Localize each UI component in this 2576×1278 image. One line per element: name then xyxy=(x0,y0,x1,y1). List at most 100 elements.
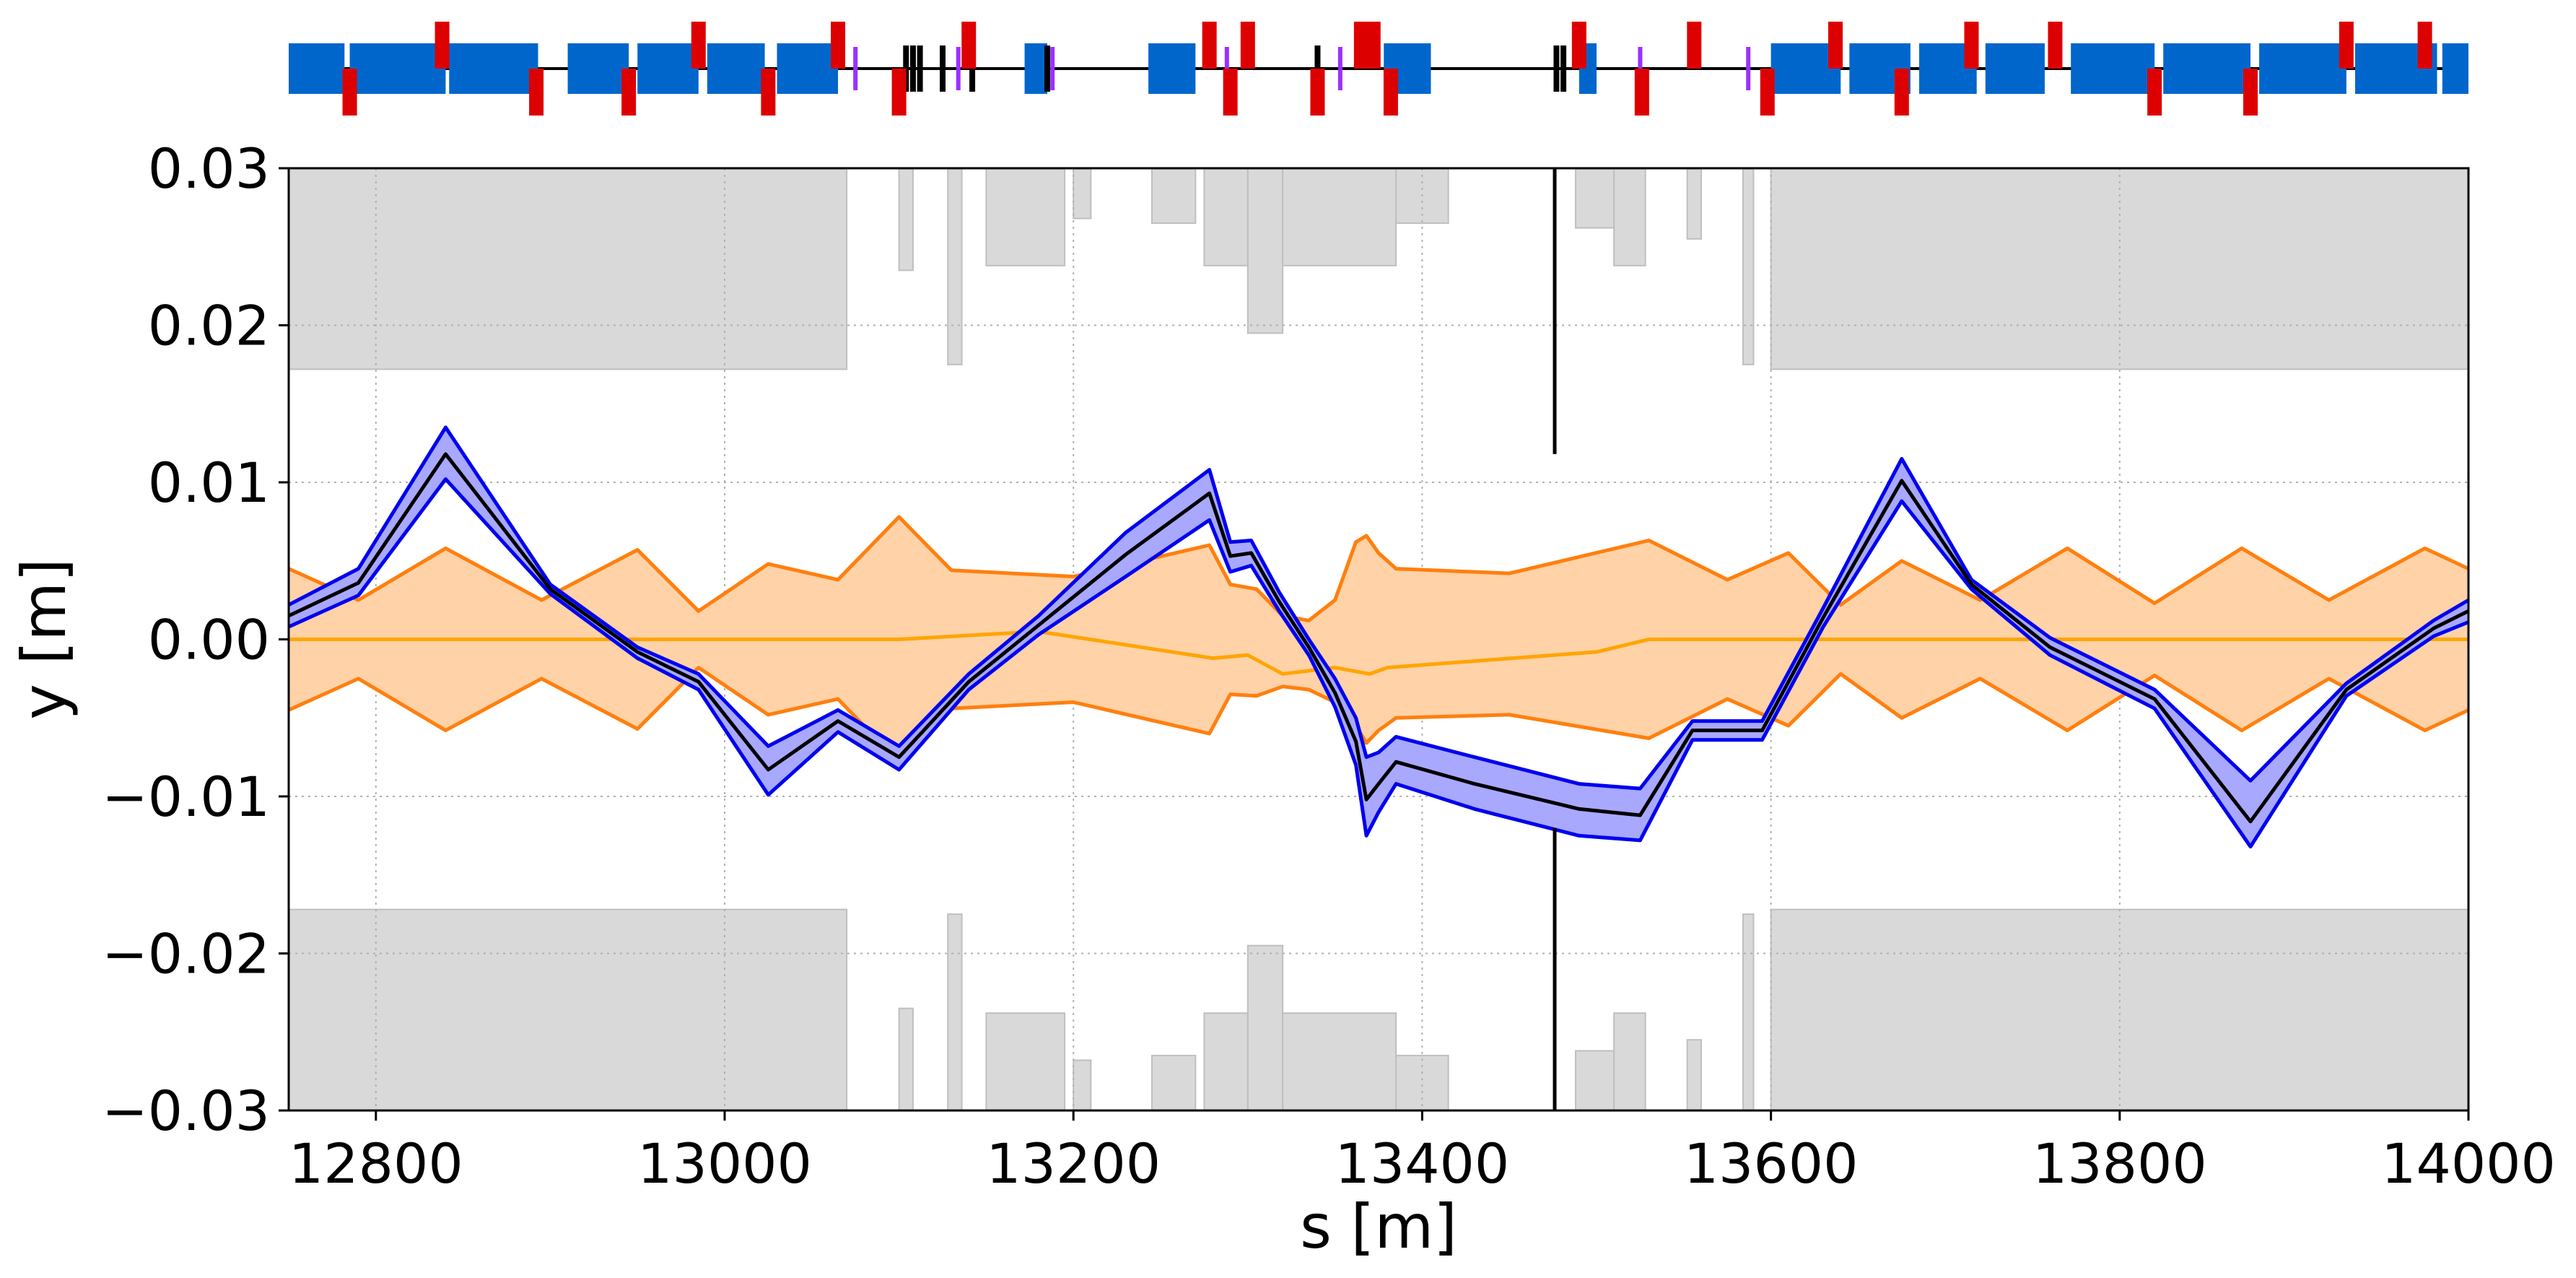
aperture-block-bottom xyxy=(1686,1039,1702,1111)
quadrupole-element xyxy=(1760,69,1775,116)
dipole-element xyxy=(1024,43,1047,94)
beam-center-line xyxy=(287,452,2470,824)
quadrupole-element xyxy=(1634,69,1649,116)
quadrupole-element xyxy=(1383,69,1398,116)
aperture-block-bottom xyxy=(1395,1054,1449,1111)
x-tick-label: 13000 xyxy=(637,1131,812,1196)
x-tick-label: 13800 xyxy=(2033,1131,2207,1196)
quadrupole-element xyxy=(1366,22,1381,69)
marker-element xyxy=(1560,45,1567,92)
beam-upper-line xyxy=(287,425,2470,791)
marker-element xyxy=(1553,45,1560,92)
x-axis-label: s [m] xyxy=(1300,1191,1457,1262)
quadrupole-element xyxy=(1687,22,1702,69)
x-tick-label: 13600 xyxy=(1684,1131,1859,1196)
aperture-block-bottom xyxy=(1613,1012,1646,1112)
aperture-block-bottom xyxy=(288,908,848,1111)
quadrupole-element xyxy=(691,22,706,69)
aperture-block-bottom xyxy=(1151,1054,1197,1111)
aperture-block-bottom xyxy=(985,1012,1066,1112)
lattice-strip xyxy=(289,22,2468,116)
sextupole-element xyxy=(1050,47,1055,90)
quadrupole-element xyxy=(1202,22,1217,69)
quadrupole-element xyxy=(2048,22,2063,69)
beam-band xyxy=(287,425,2470,849)
quadrupole-element xyxy=(1310,69,1325,116)
aperture-block-bottom xyxy=(1282,1012,1397,1112)
quadrupole-element xyxy=(1571,22,1586,69)
aperture-block-bottom xyxy=(898,1007,914,1111)
dipole-element xyxy=(1148,43,1196,94)
sextupole-element xyxy=(1746,47,1751,90)
x-tick-label: 13200 xyxy=(986,1131,1161,1196)
aperture-block-bottom xyxy=(1742,913,1755,1111)
aperture-block-bottom xyxy=(947,913,963,1111)
dipole-element xyxy=(289,43,345,94)
dipole-element xyxy=(777,43,839,94)
beam-lower-line xyxy=(287,477,2469,849)
aperture-block-bottom xyxy=(1770,908,2470,1111)
dipole-element xyxy=(449,43,538,94)
aperture-block-top xyxy=(898,168,914,271)
dipole-element xyxy=(349,43,446,94)
aperture-block-bottom xyxy=(1246,944,1284,1111)
y-axis-ticks: 0.03 0.02 0.01 0.00 −0.01 −0.02 −0.03 xyxy=(102,136,289,1143)
y-tick-label: 0.03 xyxy=(148,136,270,201)
quadrupole-element xyxy=(2417,22,2432,69)
aperture-block-top xyxy=(288,168,848,370)
aperture-block-top xyxy=(1282,168,1397,266)
quadrupole-element xyxy=(891,69,907,116)
sextupole-element xyxy=(853,47,858,90)
quadrupole-element xyxy=(1223,69,1238,116)
dipole-element xyxy=(2163,43,2250,94)
x-axis-ticks: 12800 13000 13200 13400 13600 13800 14000 xyxy=(289,1110,2556,1196)
y-tick-label: −0.01 xyxy=(102,765,270,829)
quadrupole-element xyxy=(1353,22,1368,69)
quadrupole-element xyxy=(621,69,637,116)
dipole-element xyxy=(2071,43,2155,94)
quadrupole-element xyxy=(831,22,846,69)
orbit-line xyxy=(289,630,2468,676)
aperture-block-top xyxy=(1203,168,1249,266)
quadrupole-element xyxy=(961,22,977,69)
dipole-element xyxy=(567,43,629,94)
dipole-element xyxy=(707,43,765,94)
sextupole-element xyxy=(1337,47,1342,90)
marker-element xyxy=(940,45,946,92)
quadrupole-element xyxy=(2339,22,2354,69)
y-tick-label: 0.00 xyxy=(148,608,270,672)
aperture-block-bottom xyxy=(1575,1050,1615,1111)
y-tick-label: −0.03 xyxy=(102,1079,270,1143)
dipole-element xyxy=(2259,43,2346,94)
sextupole-element xyxy=(956,47,961,90)
envelope-upper-line xyxy=(287,515,2470,622)
aperture-block-top xyxy=(985,168,1066,266)
dipole-element xyxy=(1985,43,2045,94)
aperture-block-top xyxy=(1613,168,1646,266)
quadrupole-element xyxy=(2147,69,2162,116)
quadrupole-element xyxy=(529,69,544,116)
quadrupole-element xyxy=(761,69,776,116)
marker-element xyxy=(917,45,923,92)
y-tick-label: −0.02 xyxy=(102,922,270,986)
quadrupole-element xyxy=(1828,22,1843,69)
quadrupole-element xyxy=(2243,69,2258,116)
quadrupole-element xyxy=(1964,22,1979,69)
y-axis-label: y [m] xyxy=(9,558,79,720)
x-tick-label: 14000 xyxy=(2381,1131,2556,1196)
marker-element xyxy=(909,45,916,92)
aperture-block-top xyxy=(1686,168,1702,240)
aperture-block-top xyxy=(947,168,963,365)
marker-element xyxy=(1044,45,1050,92)
aperture-block-top xyxy=(1073,168,1092,219)
quadrupole-element xyxy=(1240,22,1255,69)
aperture-block-bottom xyxy=(1203,1012,1249,1112)
quadrupole-element xyxy=(1894,69,1909,116)
aperture-block-bottom xyxy=(1073,1059,1092,1112)
y-tick-label: 0.02 xyxy=(148,294,270,358)
dipole-element xyxy=(2442,43,2468,94)
beam-fill xyxy=(289,427,2468,847)
x-tick-label: 12800 xyxy=(289,1131,463,1196)
envelope-fill xyxy=(289,516,2468,762)
